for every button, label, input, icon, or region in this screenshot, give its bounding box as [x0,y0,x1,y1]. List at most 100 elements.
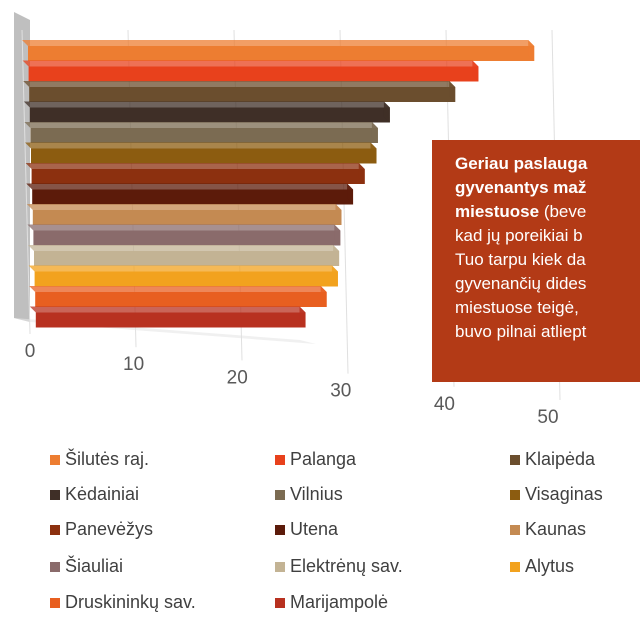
bar-end [333,245,340,266]
bar-end [371,122,378,143]
wall [14,12,30,322]
legend-swatch [50,525,60,535]
annotation-line: buvo pilnai atliept [455,322,587,341]
legend-label: Vilnius [290,484,343,504]
bar-front [29,87,456,102]
bar-top [22,40,535,46]
legend-label: Kėdainiai [65,484,139,504]
legend-label: Elektrėnų sav. [290,556,403,576]
bar-end [299,306,306,328]
bar [26,204,342,225]
bar-top [27,224,341,231]
bar-top [24,122,378,128]
legend-label: Druskininkų sav. [65,592,196,612]
legend-label: Alytus [525,556,574,576]
legend-label: Palanga [290,449,357,469]
bar-top [28,265,338,272]
bar [29,306,306,328]
grid-line [21,29,31,335]
bar [25,142,377,164]
legend-swatch [275,455,285,465]
bar [27,224,341,246]
legend-label: Klaipėda [525,449,596,469]
bar-top [29,306,306,313]
x-tick-label: 40 [434,394,455,415]
bar [22,40,535,61]
bar [23,81,456,102]
annotation-line: gyvenantys maž [455,178,586,197]
legend-swatch [510,455,520,465]
legend-swatch [510,490,520,500]
bar-end [335,204,342,225]
bar-end [334,224,341,246]
legend-swatch [50,455,60,465]
bar-front [34,271,338,287]
bar-front [31,148,377,164]
annotation-rest: buvo pilnai atliept [455,322,587,341]
annotation-rest: (beve [539,202,586,221]
bar-end [528,40,535,61]
bar [23,101,390,123]
bar-top [23,81,456,87]
legend-swatch [50,598,60,608]
bar-end [320,286,327,307]
legend-label: Šiauliai [65,555,123,576]
legend-swatch [275,598,285,608]
bar-top [29,286,327,292]
annotation-line: miestuose (beve [455,202,586,221]
legend-swatch [510,562,520,572]
annotation-rest: gyvenančių dides [455,274,586,293]
legend-label: Panevėžys [65,519,153,539]
annotation-rest: kad jų poreikiai b [455,226,583,245]
annotation-line: Geriau paslauga [455,154,588,173]
x-tick-label: 0 [25,341,36,362]
legend-swatch [50,490,60,500]
legend-label: Kaunas [525,519,586,539]
bar-front [28,66,479,82]
bar-front [33,230,341,246]
bar [25,163,365,184]
bar [29,286,327,307]
bar-top [25,163,365,169]
bar-end [358,163,365,184]
x-tick-label: 50 [537,407,558,428]
x-tick-label: 20 [227,367,248,388]
annotation-line: kad jų poreikiai b [455,226,583,245]
bar-front [32,210,342,225]
legend-swatch [510,525,520,535]
bar-top [26,183,354,190]
legend-label: Visaginas [525,484,603,504]
annotation-bold: gyvenantys maž [455,178,586,197]
bar-top [28,245,340,251]
legend-swatch [275,525,285,535]
bar-front [29,107,390,123]
bar-top [23,101,390,108]
annotation-line: gyvenančių dides [455,274,586,293]
legend-swatch [50,562,60,572]
x-tick-label: 10 [123,354,144,375]
bar-end [331,265,338,287]
bar [24,122,378,143]
bar-end [449,81,456,102]
legend-label: Utena [290,519,339,539]
legend-swatch [275,562,285,572]
bar [22,60,479,82]
annotation-box [432,140,640,382]
bar-top [26,204,342,210]
bar-front [35,292,327,307]
annotation-bold: Geriau paslauga [455,154,588,173]
legend-swatch [275,490,285,500]
bar-front [30,128,378,143]
legend-label: Marijampolė [290,592,388,612]
bar [26,183,354,205]
annotation-rest: Tuo tarpu kiek da [455,250,586,269]
legend-label: Šilutės raj. [65,448,149,469]
bar-front [31,169,365,184]
bar-front [35,312,306,328]
bar-top [22,60,479,67]
bar-end [347,183,354,205]
bar-end [370,142,377,164]
bar-end [383,101,390,123]
